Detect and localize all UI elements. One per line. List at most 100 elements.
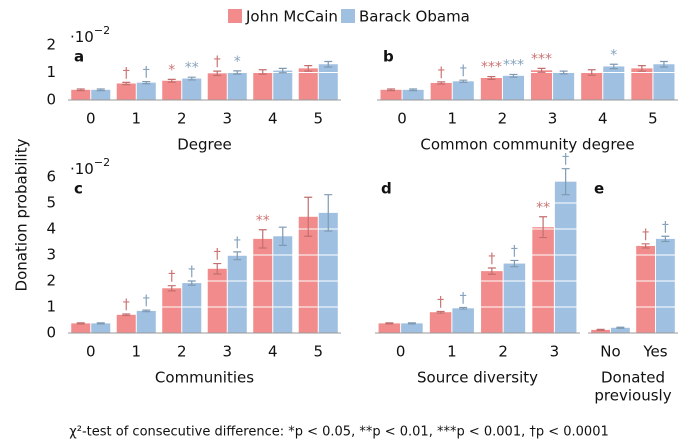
bar bbox=[298, 68, 318, 100]
significance-marker: † bbox=[460, 291, 467, 307]
legend-label: John McCain bbox=[245, 8, 338, 26]
error-bar bbox=[561, 168, 570, 196]
significance-marker: † bbox=[123, 297, 130, 313]
bar bbox=[318, 212, 338, 333]
error-bar bbox=[641, 243, 650, 249]
error-bar bbox=[122, 81, 131, 86]
x-tick-label: 2 bbox=[177, 343, 187, 361]
significance-marker: † bbox=[562, 152, 569, 168]
error-bar bbox=[167, 78, 176, 83]
error-bar bbox=[459, 79, 468, 83]
bar bbox=[380, 89, 402, 100]
x-tick-label: 3 bbox=[222, 343, 232, 361]
error-bar bbox=[213, 262, 222, 275]
x-axis-label: Donated bbox=[601, 369, 665, 387]
x-tick-label: 5 bbox=[313, 343, 323, 361]
error-bar bbox=[437, 81, 446, 85]
x-tick-label: No bbox=[600, 343, 620, 361]
bar bbox=[207, 73, 227, 100]
significance-marker: ** bbox=[185, 60, 199, 76]
error-bar bbox=[587, 69, 596, 76]
error-bar bbox=[187, 76, 196, 81]
error-bar bbox=[76, 322, 85, 325]
bar bbox=[136, 310, 156, 333]
bar bbox=[631, 68, 653, 100]
bar bbox=[227, 255, 247, 333]
x-tick-label: 1 bbox=[447, 343, 457, 361]
error-bar bbox=[142, 309, 151, 313]
error-bar bbox=[142, 80, 151, 85]
bar bbox=[531, 70, 553, 100]
significance-marker: † bbox=[188, 264, 195, 280]
error-bar bbox=[278, 226, 287, 246]
x-axis-label: Common community degree bbox=[420, 136, 634, 154]
bar bbox=[182, 283, 202, 333]
error-bar bbox=[409, 88, 418, 92]
error-bar bbox=[407, 322, 416, 325]
x-tick-label: 4 bbox=[598, 110, 608, 128]
bar bbox=[653, 64, 675, 100]
significance-marker: † bbox=[437, 294, 444, 310]
y-tick-label: 6 bbox=[46, 168, 56, 186]
significance-marker: † bbox=[511, 243, 518, 259]
y-tick-label: 4 bbox=[46, 220, 56, 238]
x-tick-label: 3 bbox=[550, 343, 560, 361]
x-tick-label: 0 bbox=[86, 110, 96, 128]
x-tick-label: 1 bbox=[131, 110, 141, 128]
significance-marker: † bbox=[143, 65, 150, 81]
error-bar bbox=[637, 65, 646, 72]
error-bar bbox=[258, 229, 267, 249]
bar bbox=[71, 323, 91, 333]
bar bbox=[136, 82, 156, 100]
error-bar bbox=[258, 69, 267, 75]
error-bar bbox=[96, 322, 105, 325]
significance-marker: † bbox=[214, 247, 221, 263]
significance-marker: † bbox=[488, 251, 495, 267]
bar bbox=[480, 78, 502, 100]
significance-marker: † bbox=[438, 65, 445, 81]
y-tick-label: 1 bbox=[46, 63, 56, 81]
bar bbox=[603, 66, 625, 100]
bar bbox=[116, 83, 136, 100]
bar bbox=[91, 89, 111, 100]
bar bbox=[554, 181, 577, 333]
bar bbox=[553, 72, 575, 100]
panel-label: c bbox=[74, 180, 83, 198]
error-bar bbox=[559, 70, 568, 75]
bar bbox=[611, 327, 630, 333]
significance-marker: * bbox=[168, 62, 175, 78]
multiplier-exponent: −2 bbox=[94, 156, 110, 169]
y-tick-label: 2 bbox=[46, 36, 56, 54]
bar bbox=[273, 70, 293, 100]
x-tick-label: Yes bbox=[642, 343, 667, 361]
error-bar bbox=[487, 267, 496, 275]
x-tick-label: 1 bbox=[131, 343, 141, 361]
significance-marker: † bbox=[234, 235, 241, 251]
significance-marker: * bbox=[234, 54, 241, 70]
bar bbox=[71, 89, 91, 100]
x-tick-label: 2 bbox=[498, 343, 508, 361]
bar bbox=[591, 329, 610, 333]
significance-marker: † bbox=[460, 63, 467, 79]
error-bar bbox=[324, 194, 333, 232]
panel-label: e bbox=[594, 180, 604, 198]
bar bbox=[116, 314, 136, 333]
error-bar bbox=[387, 88, 396, 92]
error-bar bbox=[510, 259, 519, 268]
multiplier-base: ·10 bbox=[70, 28, 94, 46]
panel-label: a bbox=[74, 48, 84, 66]
error-bar bbox=[278, 67, 287, 74]
error-bar bbox=[122, 313, 131, 317]
x-tick-label: 1 bbox=[447, 110, 457, 128]
x-tick-label: 0 bbox=[397, 110, 407, 128]
y-tick-label: 1 bbox=[46, 298, 56, 316]
bar bbox=[253, 238, 273, 333]
error-bar bbox=[659, 60, 668, 68]
bar bbox=[273, 236, 293, 333]
x-tick-label: 0 bbox=[86, 343, 96, 361]
y-multiplier: ·10−2 bbox=[70, 24, 110, 46]
error-bar bbox=[596, 328, 605, 331]
y-tick-label: 0 bbox=[46, 91, 56, 109]
error-bar bbox=[661, 235, 670, 243]
error-bar bbox=[609, 63, 618, 70]
